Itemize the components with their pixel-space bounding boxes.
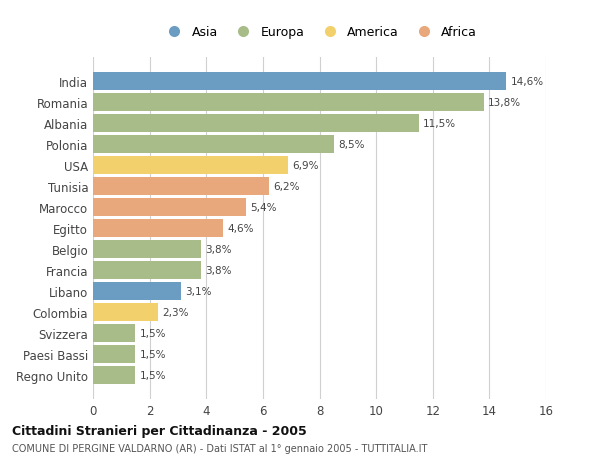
Legend: Asia, Europa, America, Africa: Asia, Europa, America, Africa xyxy=(158,22,481,43)
Bar xyxy=(93,366,136,384)
Text: 8,5%: 8,5% xyxy=(338,140,364,150)
Text: 2,3%: 2,3% xyxy=(163,307,189,317)
Text: Cittadini Stranieri per Cittadinanza - 2005: Cittadini Stranieri per Cittadinanza - 2… xyxy=(12,425,307,437)
Bar xyxy=(93,219,223,237)
Text: 4,6%: 4,6% xyxy=(227,224,254,233)
Text: 5,4%: 5,4% xyxy=(250,202,277,213)
Bar xyxy=(93,261,200,279)
Text: COMUNE DI PERGINE VALDARNO (AR) - Dati ISTAT al 1° gennaio 2005 - TUTTITALIA.IT: COMUNE DI PERGINE VALDARNO (AR) - Dati I… xyxy=(12,443,427,453)
Text: 1,5%: 1,5% xyxy=(140,370,166,380)
Text: 1,5%: 1,5% xyxy=(140,328,166,338)
Text: 3,1%: 3,1% xyxy=(185,286,212,296)
Text: 14,6%: 14,6% xyxy=(511,77,544,87)
Bar xyxy=(93,73,506,91)
Bar xyxy=(93,115,419,133)
Text: 11,5%: 11,5% xyxy=(423,119,456,129)
Bar xyxy=(93,241,200,258)
Bar xyxy=(93,282,181,300)
Text: 3,8%: 3,8% xyxy=(205,244,232,254)
Bar xyxy=(93,157,289,174)
Bar xyxy=(93,324,136,342)
Text: 13,8%: 13,8% xyxy=(488,98,521,108)
Bar xyxy=(93,303,158,321)
Text: 6,9%: 6,9% xyxy=(293,161,319,171)
Text: 6,2%: 6,2% xyxy=(273,181,299,191)
Text: 1,5%: 1,5% xyxy=(140,349,166,359)
Bar xyxy=(93,94,484,112)
Bar xyxy=(93,345,136,363)
Bar xyxy=(93,178,269,196)
Bar xyxy=(93,199,246,216)
Bar xyxy=(93,136,334,153)
Text: 3,8%: 3,8% xyxy=(205,265,232,275)
